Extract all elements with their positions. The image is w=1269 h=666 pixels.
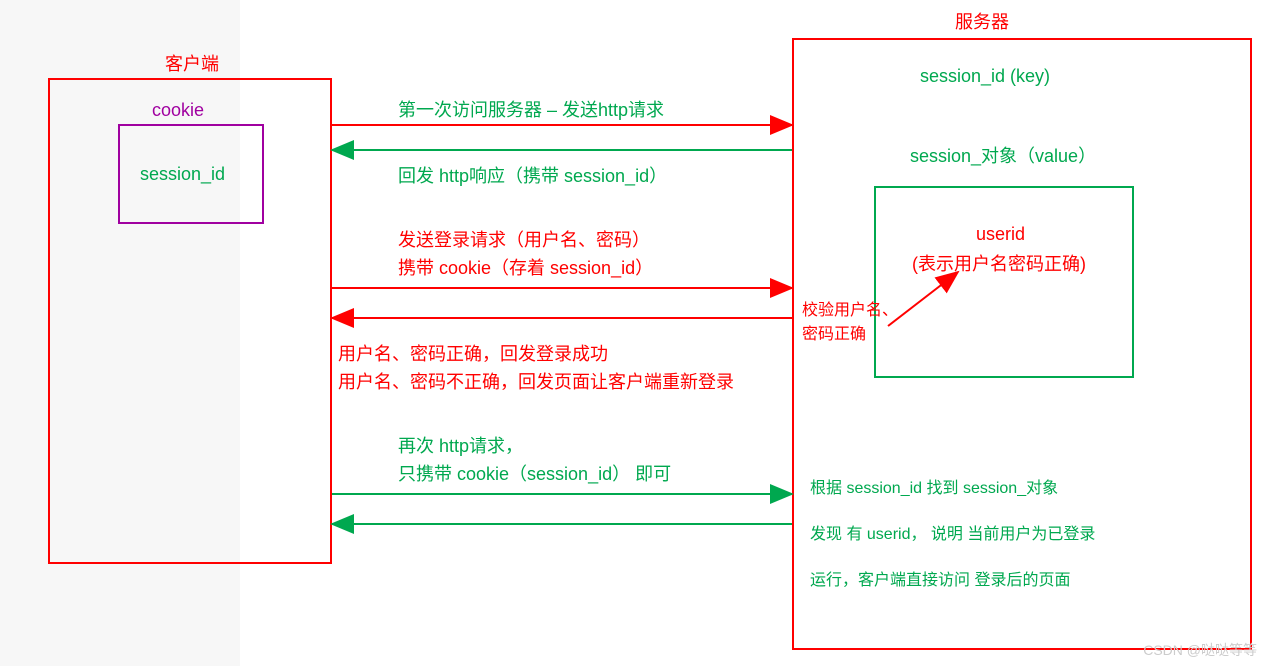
server-title: 服务器 — [955, 8, 1009, 34]
arrow3-line2: 携带 cookie（存着 session_id） — [398, 254, 653, 280]
arrow2-label: 回发 http响应（携带 session_id） — [398, 162, 667, 188]
cookie-label: cookie — [152, 100, 204, 121]
session-key-label: session_id (key) — [920, 66, 1050, 87]
arrow1-label: 第一次访问服务器 – 发送http请求 — [398, 96, 664, 122]
verify-line2: 密码正确 — [802, 320, 866, 344]
server-note1: 根据 session_id 找到 session_对象 — [810, 474, 1058, 498]
verify-line1: 校验用户名、 — [802, 296, 898, 320]
userid-line2: (表示用户名密码正确) — [912, 250, 1086, 276]
arrow5-line1: 再次 http请求， — [398, 432, 523, 458]
watermark: CSDN @哒哒等等 — [1143, 640, 1257, 660]
arrow3-line1: 发送登录请求（用户名、密码） — [398, 226, 650, 252]
arrow4-line2: 用户名、密码不正确，回发页面让客户端重新登录 — [338, 368, 734, 394]
session-value-label: session_对象（value） — [910, 142, 1096, 168]
arrow4-line1: 用户名、密码正确，回发登录成功 — [338, 340, 608, 366]
server-note3: 运行，客户端直接访问 登录后的页面 — [810, 566, 1070, 590]
session-id-label: session_id — [140, 164, 225, 185]
server-note2: 发现 有 userid， 说明 当前用户为已登录 — [810, 520, 1095, 544]
arrow5-line2: 只携带 cookie（session_id） 即可 — [398, 460, 671, 486]
client-title: 客户端 — [165, 50, 219, 76]
userid-line1: userid — [976, 224, 1025, 245]
userid-box — [874, 186, 1134, 378]
